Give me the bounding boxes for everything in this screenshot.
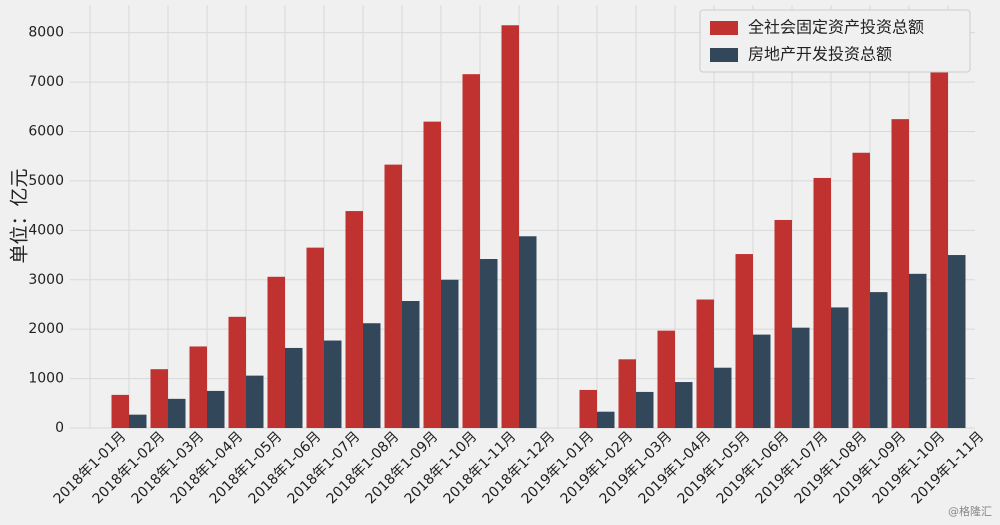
legend-swatch (710, 21, 738, 35)
bar (501, 25, 519, 429)
legend-swatch (710, 48, 738, 62)
y-tick-label: 7000 (28, 74, 64, 90)
bar (150, 369, 168, 428)
legend-label: 房地产开发投资总额 (748, 45, 892, 64)
bar (189, 346, 207, 428)
bar (519, 236, 537, 428)
bar (324, 340, 342, 428)
y-tick-label: 6000 (28, 124, 64, 140)
bar (774, 219, 792, 428)
bar (870, 292, 888, 428)
bar (618, 359, 636, 428)
bar (363, 323, 381, 428)
bar (207, 390, 225, 428)
bar (285, 347, 303, 428)
y-tick-label: 2000 (28, 321, 64, 337)
y-tick-label: 5000 (28, 173, 64, 189)
bar (129, 414, 147, 428)
watermark: @格隆汇 (948, 504, 992, 518)
legend-box (699, 9, 971, 73)
y-tick-label: 8000 (28, 25, 64, 41)
bar (345, 211, 363, 428)
bar (246, 375, 264, 428)
bar (909, 273, 927, 428)
bar (675, 382, 693, 428)
bar (948, 255, 966, 428)
bar (930, 72, 948, 429)
bar (441, 279, 459, 428)
bar (831, 307, 849, 428)
bar (714, 367, 732, 428)
y-tick-label: 1000 (28, 371, 64, 387)
bar (696, 299, 714, 428)
bar (657, 330, 675, 428)
bar (228, 316, 246, 428)
bar (813, 177, 831, 428)
bar (306, 247, 324, 428)
y-tick-label: 3000 (28, 272, 64, 288)
bar (384, 164, 402, 428)
bar (852, 152, 870, 428)
bar (168, 398, 186, 428)
y-tick-label: 0 (55, 420, 64, 436)
bar (423, 121, 441, 429)
bar (462, 74, 480, 428)
bar (597, 411, 615, 428)
bar (891, 119, 909, 429)
bar (636, 391, 654, 428)
y-axis-label: 单位：亿元 (9, 168, 31, 263)
bar (579, 389, 597, 428)
y-tick-label: 4000 (28, 222, 64, 238)
bar (402, 301, 420, 428)
bar (735, 254, 753, 428)
bar (753, 334, 771, 428)
bar (792, 327, 810, 428)
bar (267, 276, 285, 428)
legend-label: 全社会固定资产投资总额 (748, 18, 924, 37)
bar (111, 394, 129, 428)
bar (480, 258, 498, 428)
